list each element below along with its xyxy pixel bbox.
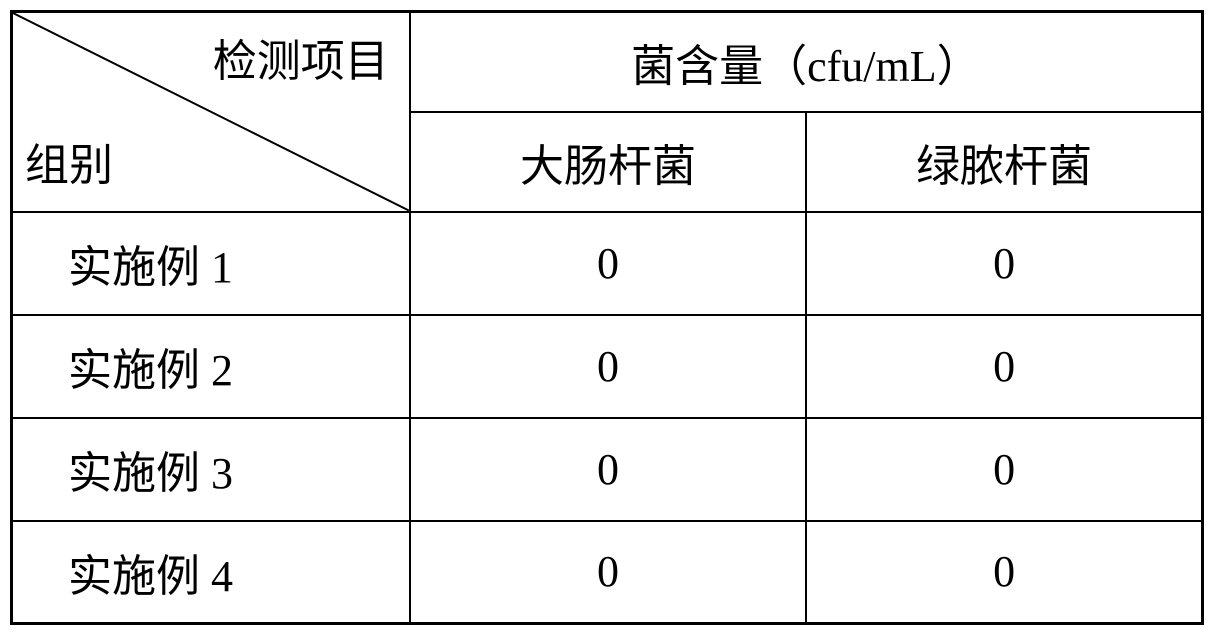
detection-item-label: 检测项目 xyxy=(213,25,389,89)
pseudomonas-header: 绿脓杆菌 xyxy=(806,112,1202,212)
ecoli-header: 大肠杆菌 xyxy=(410,112,806,212)
data-cell: 0 xyxy=(806,521,1202,624)
header-row-1: 检测项目 组别 菌含量（cfu/mL） xyxy=(12,12,1203,112)
data-cell: 0 xyxy=(410,212,806,315)
table-body: 实施例 1 0 0 实施例 2 0 0 实施例 3 0 0 实施例 4 0 0 xyxy=(12,212,1203,624)
table-row: 实施例 1 0 0 xyxy=(12,212,1203,315)
bacteria-content-table: 检测项目 组别 菌含量（cfu/mL） 大肠杆菌 绿脓杆菌 实施例 1 0 0 … xyxy=(10,10,1204,625)
table-header: 检测项目 组别 菌含量（cfu/mL） 大肠杆菌 绿脓杆菌 xyxy=(12,12,1203,212)
row-label: 实施例 4 xyxy=(12,521,410,624)
data-cell: 0 xyxy=(410,418,806,521)
diagonal-header-cell: 检测项目 组别 xyxy=(12,12,410,212)
data-cell: 0 xyxy=(410,315,806,418)
row-label: 实施例 3 xyxy=(12,418,410,521)
row-label: 实施例 2 xyxy=(12,315,410,418)
bacteria-content-header: 菌含量（cfu/mL） xyxy=(410,12,1203,112)
table-row: 实施例 3 0 0 xyxy=(12,418,1203,521)
row-label: 实施例 1 xyxy=(12,212,410,315)
data-cell: 0 xyxy=(806,315,1202,418)
table-row: 实施例 4 0 0 xyxy=(12,521,1203,624)
table-row: 实施例 2 0 0 xyxy=(12,315,1203,418)
data-cell: 0 xyxy=(806,212,1202,315)
group-label: 组别 xyxy=(25,129,113,193)
data-table: 检测项目 组别 菌含量（cfu/mL） 大肠杆菌 绿脓杆菌 实施例 1 0 0 … xyxy=(10,10,1204,625)
data-cell: 0 xyxy=(806,418,1202,521)
data-cell: 0 xyxy=(410,521,806,624)
